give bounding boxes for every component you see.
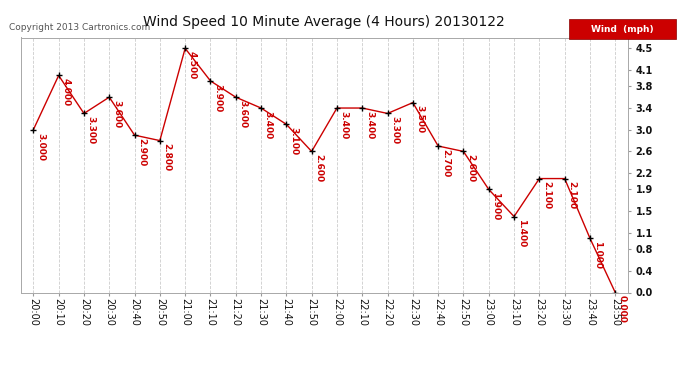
- Text: 2.600: 2.600: [315, 154, 324, 182]
- Text: 3.900: 3.900: [213, 84, 222, 112]
- Text: 2.900: 2.900: [137, 138, 146, 166]
- Text: 3.400: 3.400: [365, 111, 374, 139]
- Text: Wind Speed 10 Minute Average (4 Hours) 20130122: Wind Speed 10 Minute Average (4 Hours) 2…: [144, 15, 505, 29]
- Text: 2.100: 2.100: [542, 182, 551, 210]
- Text: Wind  (mph): Wind (mph): [591, 25, 654, 34]
- Text: 3.100: 3.100: [289, 127, 298, 155]
- Text: 3.600: 3.600: [112, 100, 121, 128]
- Text: 1.900: 1.900: [491, 192, 500, 220]
- Text: 4.500: 4.500: [188, 51, 197, 80]
- Text: 3.400: 3.400: [339, 111, 348, 139]
- Text: 2.800: 2.800: [163, 143, 172, 171]
- Text: 1.400: 1.400: [517, 219, 526, 248]
- Text: 2.700: 2.700: [441, 149, 450, 177]
- Text: 3.400: 3.400: [264, 111, 273, 139]
- Text: 3.600: 3.600: [239, 100, 248, 128]
- Text: 3.300: 3.300: [391, 116, 400, 144]
- Text: 0.000: 0.000: [618, 295, 627, 323]
- Text: 3.500: 3.500: [415, 105, 424, 134]
- Text: Copyright 2013 Cartronics.com: Copyright 2013 Cartronics.com: [8, 23, 150, 32]
- Text: 4.000: 4.000: [61, 78, 70, 106]
- Text: 2.600: 2.600: [466, 154, 475, 182]
- Text: 2.100: 2.100: [567, 182, 576, 210]
- Text: 1.000: 1.000: [593, 241, 602, 269]
- Text: 3.300: 3.300: [87, 116, 96, 144]
- Text: 3.000: 3.000: [36, 132, 45, 160]
